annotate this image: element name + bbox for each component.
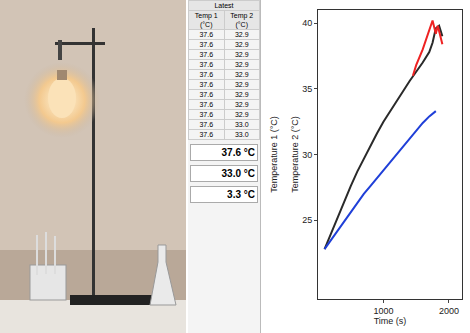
svg-text:Temperature 2 (°C): Temperature 2 (°C) <box>290 116 300 193</box>
html-text:3.3 °C: 3.3 °C <box>227 189 255 200</box>
html-text:32.9: 32.9 <box>234 111 249 118</box>
html-text:37.6: 37.6 <box>199 41 214 48</box>
svg-text:25: 25 <box>302 215 312 225</box>
html-text:37.6: 37.6 <box>199 51 214 58</box>
html-text:37.6: 37.6 <box>199 81 214 88</box>
html-text:37.6: 37.6 <box>199 71 214 78</box>
html-text:32.9: 32.9 <box>234 71 249 78</box>
html-text:32.9: 32.9 <box>234 101 249 108</box>
html-text:32.9: 32.9 <box>234 51 249 58</box>
html-text:37.6: 37.6 <box>199 61 214 68</box>
svg-text:Time (s): Time (s) <box>374 316 407 326</box>
html-text:37.6: 37.6 <box>199 111 214 118</box>
svg-text:2000: 2000 <box>439 306 459 316</box>
html-text:32.9: 32.9 <box>234 31 249 38</box>
html-text:37.6: 37.6 <box>199 91 214 98</box>
html-text:37.6: 37.6 <box>199 131 214 138</box>
html-text:37.6: 37.6 <box>199 121 214 128</box>
html-text:33.0: 33.0 <box>234 121 249 128</box>
html-text:32.9: 32.9 <box>234 61 249 68</box>
html-text:Temp 1 (°C): Temp 1 (°C) <box>194 12 218 28</box>
svg-text:Temperature 1 (°C): Temperature 1 (°C) <box>269 116 279 193</box>
html-text:32.9: 32.9 <box>234 41 249 48</box>
html-text:37.6: 37.6 <box>199 101 214 108</box>
html-text:37.6: 37.6 <box>199 31 214 38</box>
svg-text:30: 30 <box>302 150 312 160</box>
svg-text:1000: 1000 <box>373 306 393 316</box>
html-text:Latest: Latest <box>214 2 234 9</box>
html-text:Temp 2 (°C): Temp 2 (°C) <box>230 12 254 28</box>
html-text:32.9: 32.9 <box>234 81 249 88</box>
html-text:37.6 °C: 37.6 °C <box>221 147 255 158</box>
html-text:33.0 °C: 33.0 °C <box>221 168 255 179</box>
svg-text:35: 35 <box>302 84 312 94</box>
html-text:32.9: 32.9 <box>234 91 249 98</box>
html-text:33.0: 33.0 <box>234 131 249 138</box>
svg-text:40: 40 <box>302 18 312 28</box>
